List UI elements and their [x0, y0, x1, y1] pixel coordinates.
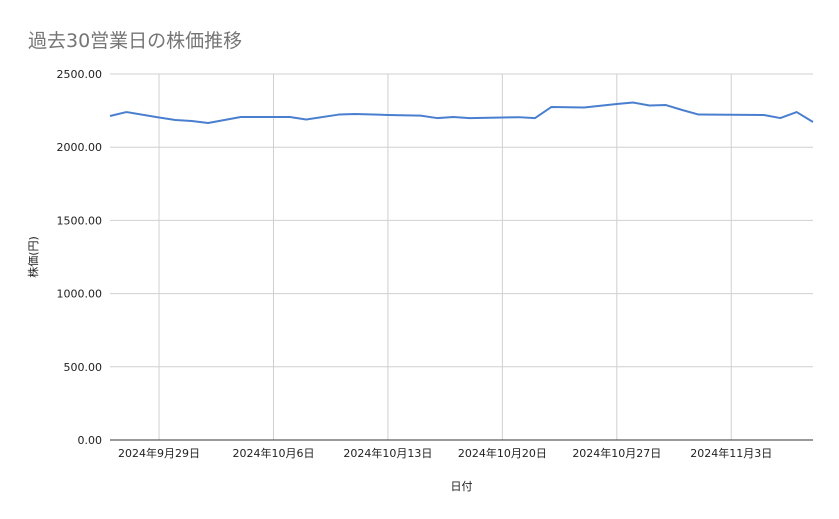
x-tick-label: 2024年10月13日	[343, 446, 432, 460]
y-tick-label: 0.00	[78, 434, 103, 447]
y-tick-label: 2500.00	[57, 68, 103, 81]
x-axis-label: 日付	[451, 480, 473, 493]
chart-title: 過去30営業日の株価推移	[28, 30, 243, 52]
series-line	[109, 101, 814, 125]
x-tick-label: 2024年11月3日	[690, 446, 772, 460]
y-axis-label: 株価(円)	[26, 236, 40, 278]
x-tick-label: 2024年10月20日	[458, 446, 547, 460]
x-tick-label: 2024年9月29日	[118, 446, 200, 460]
x-tick-label: 2024年10月27日	[572, 446, 661, 460]
y-tick-label: 2000.00	[57, 141, 103, 154]
y-tick-label: 500.00	[64, 361, 103, 374]
y-tick-label: 1500.00	[57, 214, 103, 227]
y-tick-label: 1000.00	[57, 288, 103, 301]
x-tick-label: 2024年10月6日	[232, 446, 314, 460]
